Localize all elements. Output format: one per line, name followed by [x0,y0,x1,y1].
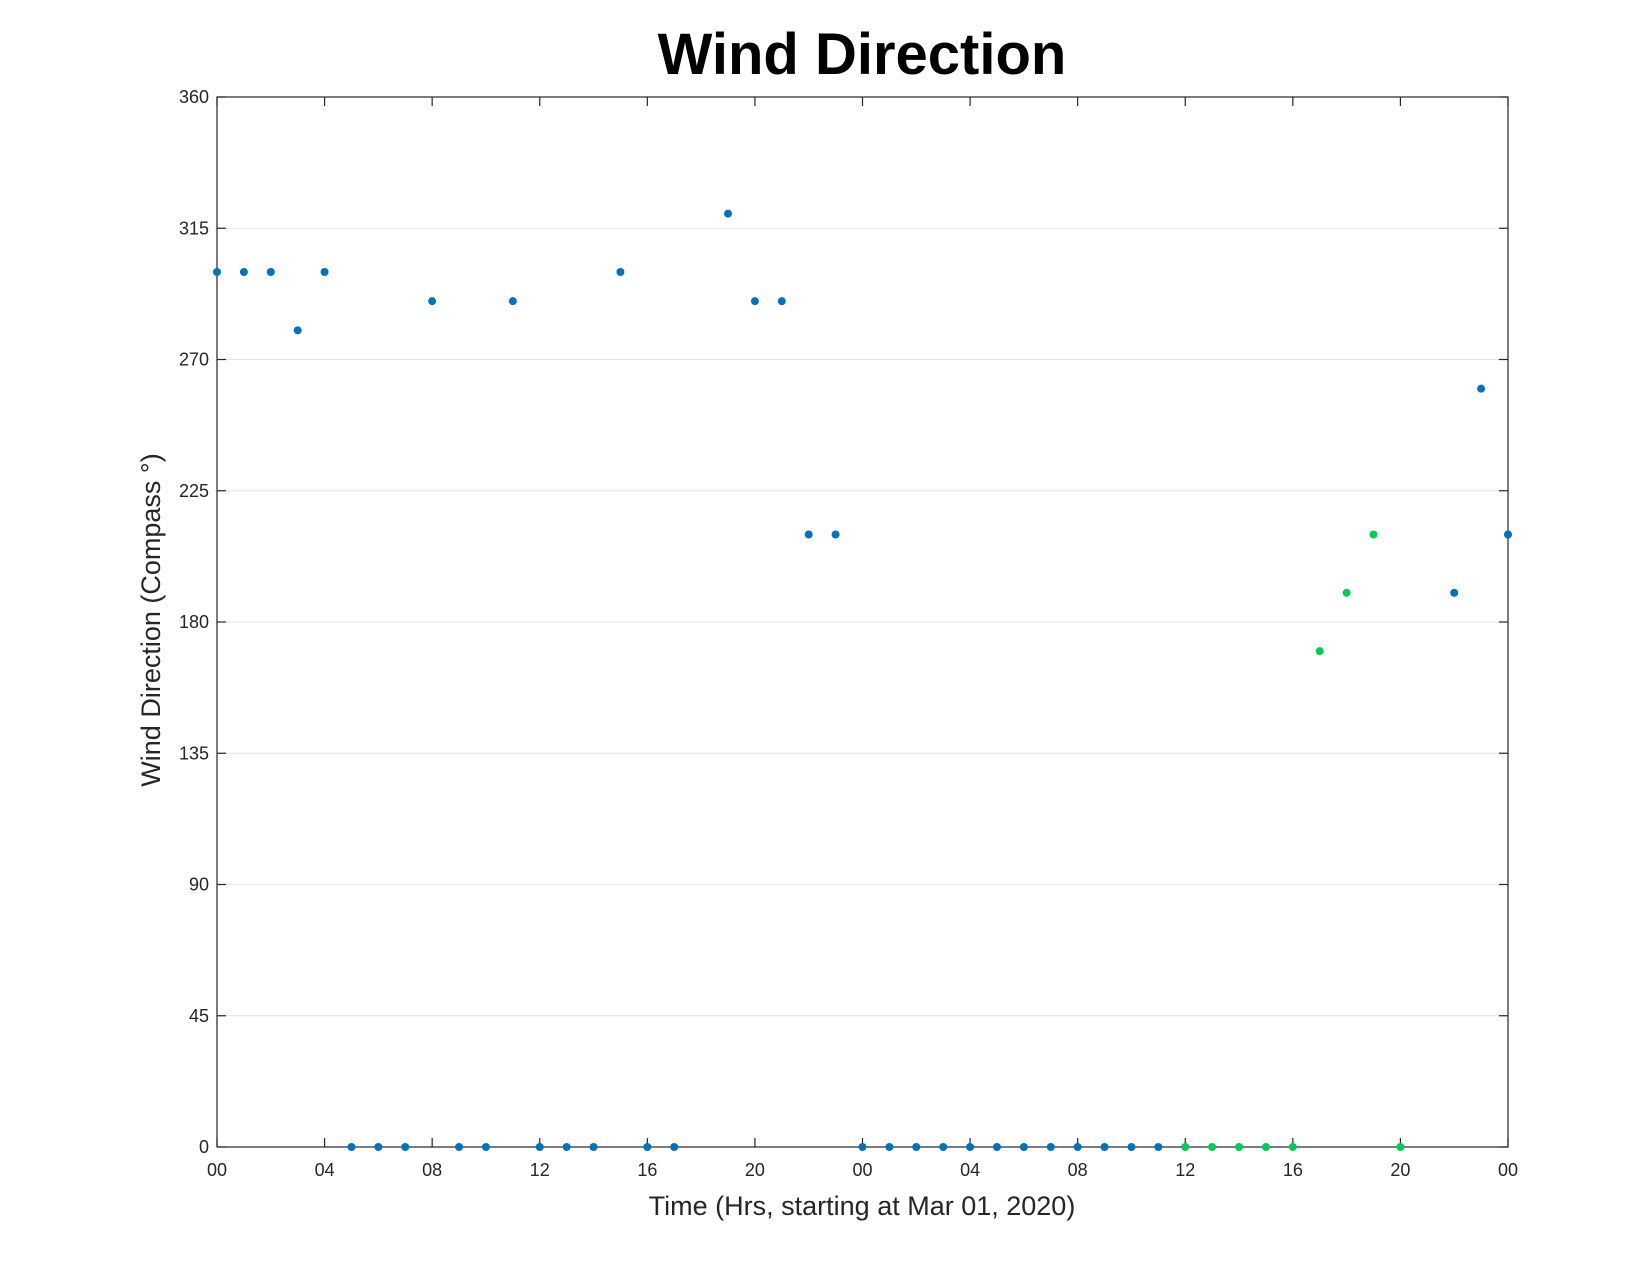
x-tick-label: 20 [1390,1160,1410,1180]
data-point-series-1 [670,1143,679,1151]
y-tick-label: 45 [189,1006,209,1026]
x-tick-label: 00 [1498,1160,1518,1180]
data-point-series-1 [1127,1143,1136,1151]
data-point-series-1 [293,326,302,335]
data-point-series-1 [213,268,221,276]
data-point-series-1 [481,1143,490,1151]
tick-labels: 0 45 90 135 180 225 270 315 360 00 04 08 12 16 20 00 04 0… [179,87,1518,1180]
data-point-series-1 [750,297,759,306]
data-point-series-2 [1261,1143,1270,1151]
y-tick-label: 135 [179,743,209,763]
data-point-series-1 [374,1143,383,1151]
data-point-series-1 [777,297,786,306]
y-axis-label: Wind Direction (Compass °) [136,453,166,786]
data-point-series-1 [724,209,733,218]
data-point-series-2 [1396,1143,1405,1151]
data-point-series-2 [1315,647,1324,656]
data-point-series-1 [1019,1143,1028,1151]
data-point-series-1 [239,268,248,276]
x-tick-label: 16 [1283,1160,1303,1180]
data-point-series-1 [1046,1143,1055,1151]
data-point-series-1 [1073,1143,1082,1151]
data-point-series-1 [804,530,813,539]
x-tick-label: 20 [745,1160,765,1180]
data-point-series-1 [1154,1143,1163,1151]
data-point-series-1 [939,1143,948,1151]
data-point-series-1 [616,268,625,276]
data-point-series-1 [1477,384,1486,393]
data-point-series-1 [455,1143,464,1151]
data-point-series-1 [858,1143,867,1151]
x-tick-label: 00 [207,1160,227,1180]
y-tick-label: 270 [179,350,209,370]
x-tick-label: 00 [852,1160,872,1180]
data-point-series-1 [966,1143,975,1151]
data-point-series-2 [1342,588,1351,597]
data-point-series-1 [589,1143,598,1151]
data-point-series-1 [643,1143,652,1151]
data-point-series-1 [562,1143,571,1151]
x-axis-label: Time (Hrs, starting at Mar 01, 2020) [649,1191,1076,1221]
x-tick-label: 08 [422,1160,442,1180]
data-point-series-2 [1369,530,1378,539]
data-point-series-2 [1235,1143,1244,1151]
data-point-series-1 [428,297,437,306]
data-point-series-1 [831,530,840,539]
data-point-series-1 [1100,1143,1109,1151]
data-point-series-1 [1450,588,1459,597]
data-point-series-2 [1288,1143,1297,1151]
y-tick-label: 225 [179,481,209,501]
grid-lines [217,227,1508,1017]
data-point-series-1 [992,1143,1001,1151]
data-points [213,209,1512,1151]
data-point-series-1 [320,268,329,276]
data-point-series-1 [885,1143,894,1151]
y-tick-label: 90 [189,875,209,895]
data-point-series-1 [347,1143,356,1151]
y-tick-label: 315 [179,218,209,238]
data-point-series-2 [1181,1143,1190,1151]
x-tick-label: 08 [1068,1160,1088,1180]
y-tick-label: 0 [199,1137,209,1157]
data-point-series-1 [401,1143,410,1151]
x-tick-label: 12 [530,1160,550,1180]
y-tick-label: 360 [179,87,209,107]
data-point-series-1 [912,1143,921,1151]
chart-title: Wind Direction [658,22,1067,87]
y-tick-label: 180 [179,612,209,632]
x-tick-label: 12 [1175,1160,1195,1180]
data-point-series-1 [1504,530,1512,539]
data-point-series-2 [1208,1143,1217,1151]
x-tick-label: 04 [960,1160,980,1180]
data-point-series-1 [266,268,275,276]
data-point-series-1 [535,1143,544,1151]
x-tick-label: 16 [637,1160,657,1180]
data-point-series-1 [508,297,517,306]
x-tick-label: 04 [315,1160,335,1180]
axis-ticks [216,96,1509,1148]
